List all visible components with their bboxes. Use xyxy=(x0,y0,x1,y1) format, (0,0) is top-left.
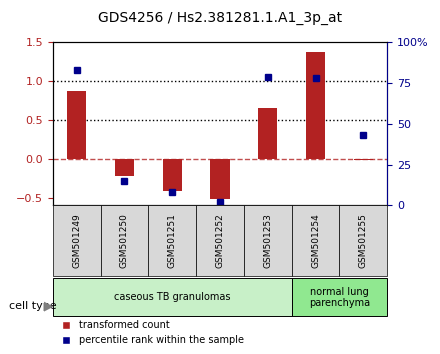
FancyBboxPatch shape xyxy=(196,205,244,276)
Text: GSM501254: GSM501254 xyxy=(311,213,320,268)
Bar xyxy=(163,159,182,192)
FancyBboxPatch shape xyxy=(292,278,387,316)
Text: normal lung
parenchyma: normal lung parenchyma xyxy=(309,286,370,308)
FancyBboxPatch shape xyxy=(292,205,339,276)
FancyBboxPatch shape xyxy=(53,205,101,276)
Text: GSM501251: GSM501251 xyxy=(168,213,177,268)
Text: GSM501253: GSM501253 xyxy=(263,213,272,268)
Bar xyxy=(306,52,325,159)
Text: GSM501249: GSM501249 xyxy=(72,213,81,268)
Bar xyxy=(115,159,134,176)
Bar xyxy=(67,91,86,159)
Text: caseous TB granulomas: caseous TB granulomas xyxy=(114,292,231,302)
Text: GSM501255: GSM501255 xyxy=(359,213,368,268)
Bar xyxy=(258,108,277,159)
Text: GSM501250: GSM501250 xyxy=(120,213,129,268)
Text: GDS4256 / Hs2.381281.1.A1_3p_at: GDS4256 / Hs2.381281.1.A1_3p_at xyxy=(98,11,342,25)
Bar xyxy=(354,159,373,160)
FancyBboxPatch shape xyxy=(53,278,292,316)
Text: GSM501252: GSM501252 xyxy=(216,213,224,268)
Text: ▶: ▶ xyxy=(44,300,54,313)
FancyBboxPatch shape xyxy=(339,205,387,276)
Bar xyxy=(210,159,230,199)
Legend: transformed count, percentile rank within the sample: transformed count, percentile rank withi… xyxy=(58,316,248,349)
FancyBboxPatch shape xyxy=(148,205,196,276)
FancyBboxPatch shape xyxy=(101,205,148,276)
FancyBboxPatch shape xyxy=(244,205,292,276)
Text: cell type: cell type xyxy=(9,301,56,311)
